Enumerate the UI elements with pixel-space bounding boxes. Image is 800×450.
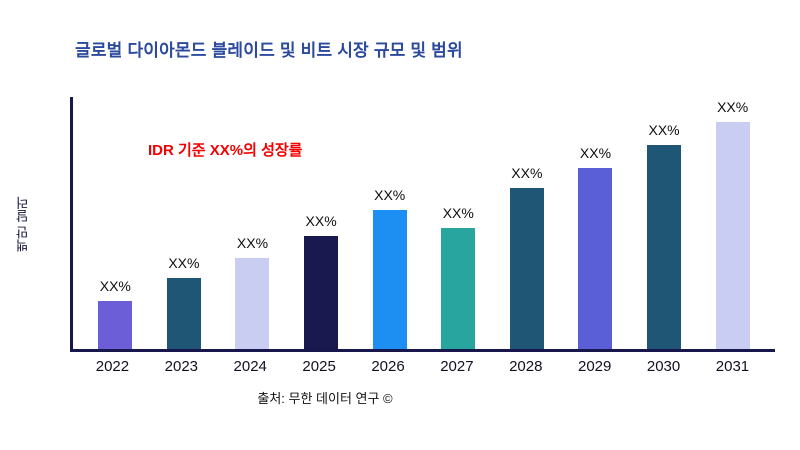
bar-2022 [98,301,133,349]
bar-2025 [304,235,339,349]
x-tick-2028: 2028 [509,358,543,375]
bar-value-label-2030: XX% [648,121,680,138]
x-tick-2029: 2029 [577,358,612,375]
bar-2028 [509,187,544,349]
bar-column-2031: XX% [704,97,762,349]
x-tick-2027: 2027 [440,358,474,375]
bar-2026 [372,210,407,349]
bar-value-label-2026: XX% [374,187,406,204]
bar-column-2027: XX% [429,97,487,349]
x-tick-2031: 2031 [715,358,750,375]
x-tick-2022: 2022 [95,358,130,375]
y-axis-label: 백만 달러 [15,196,31,253]
bar-2027 [441,228,476,349]
bar-column-2028: XX% [498,97,556,349]
x-tick-2030: 2030 [646,358,681,375]
bar-2023 [166,278,201,349]
bars: XX% XX% XX% XX% XX% XX% XX% XX% XX% XX% [73,97,775,349]
bar-value-label-2028: XX% [511,164,543,181]
chart-title: 글로벌 다이아몬드 블레이드 및 비트 시장 규모 및 범위 [75,41,463,60]
bar-2029 [578,167,613,349]
x-tick-2023: 2023 [164,358,199,375]
bar-2024 [235,258,270,349]
bar-value-label-2025: XX% [305,212,337,229]
bar-2031 [715,122,750,349]
bar-value-label-2023: XX% [168,255,200,272]
x-tick-2026: 2026 [371,358,405,375]
bar-value-label-2022: XX% [99,278,131,295]
bar-column-2025: XX% [292,97,350,349]
plot-area: XX% XX% XX% XX% XX% XX% XX% XX% XX% XX% [70,97,775,352]
bar-column-2030: XX% [635,97,693,349]
bar-column-2029: XX% [566,97,624,349]
bar-value-label-2029: XX% [579,144,612,161]
bar-2030 [647,144,682,349]
x-tick-2024: 2024 [233,358,267,375]
bar-value-label-2031: XX% [717,99,749,116]
growth-annotation: IDR 기준 XX%의 성장률 [148,142,303,159]
bar-column-2022: XX% [86,97,144,349]
bar-column-2024: XX% [223,97,281,349]
x-tick-2025: 2025 [302,358,336,375]
bar-column-2026: XX% [361,97,419,349]
bar-value-label-2027: XX% [442,205,474,222]
x-axis-labels: 2022 2023 2024 2025 2026 2027 2028 2029 2030 2031 [70,358,775,375]
bar-column-2023: XX% [155,97,213,349]
source-credit: 출처: 무한 데이터 연구 © [257,391,393,406]
bar-value-label-2024: XX% [236,235,269,252]
